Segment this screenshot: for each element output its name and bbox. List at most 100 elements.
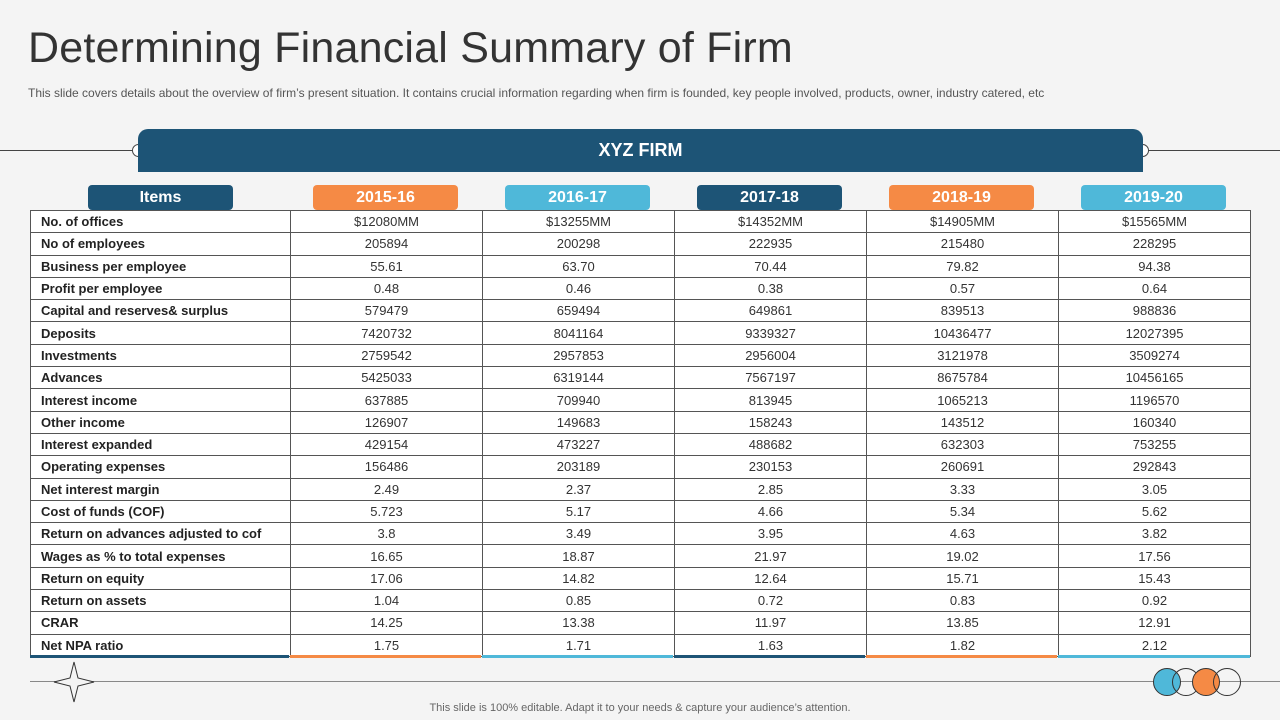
table-cell: 14.25 [290,611,483,635]
table-cell: 3.33 [866,477,1059,501]
table-cell: 63.70 [482,254,675,278]
table-row: No of employees 205894 200298 222935 215480 2… [30,232,1251,256]
header-items: Items [88,185,233,210]
table-cell: 5.34 [866,499,1059,524]
table-cell: 1.71 [482,633,675,657]
table-cell: 2.37 [482,477,675,501]
table-cell: 8675784 [866,366,1059,390]
header-year-5: 2019-20 [1081,185,1226,210]
header-year-1: 2015-16 [313,185,458,210]
row-label: No. of offices [30,209,291,234]
table-cell: 12.91 [1058,611,1251,635]
table-cell: 158243 [674,410,867,434]
table-cell: 0.72 [674,589,867,613]
row-label: Net NPA ratio [30,633,291,657]
table-cell: 429154 [290,432,483,457]
table-row: Cost of funds (COF) 5.723 5.17 4.66 5.34 5.62 [30,499,1251,524]
row-label: Capital and reserves& surplus [30,299,291,323]
row-label: CRAR [30,611,291,635]
table-cell: 126907 [290,410,483,434]
table-cell: 205894 [290,232,483,256]
table-row: Wages as % to total expenses 16.65 18.87 21… [30,544,1251,568]
table-cell: 11.97 [674,611,867,635]
table-row: Investments 2759542 2957853 2956004 3121978 3… [30,343,1251,368]
table-cell: 709940 [482,388,675,412]
table-cell: 21.97 [674,544,867,568]
table-cell: 0.57 [866,276,1059,301]
table-cell: 0.92 [1058,589,1251,613]
table-row: Operating expenses 156486 203189 230153 2606… [30,455,1251,479]
financial-table: No. of offices $12080MM $13255MM $14352MM $1… [30,209,1251,657]
bottom-divider [30,681,1280,682]
table-cell: 292843 [1058,455,1251,479]
column-underline-year-5 [1058,655,1250,658]
table-cell: $14905MM [866,209,1059,234]
table-cell: 3.8 [290,522,483,546]
table-cell: 1065213 [866,388,1059,412]
column-underline-year-3 [674,655,865,658]
table-cell: 3.95 [674,522,867,546]
table-row: Deposits 7420732 8041164 9339327 10436477 120… [30,321,1251,345]
table-row: CRAR 14.25 13.38 11.97 13.85 12.91 [30,611,1251,635]
table-row: Advances 5425033 6319144 7567197 8675784 1045… [30,366,1251,390]
table-cell: 200298 [482,232,675,256]
table-cell: 0.38 [674,276,867,301]
table-cell: 0.48 [290,276,483,301]
table-cell: 19.02 [866,544,1059,568]
circle-outline-icon-2 [1213,668,1241,696]
table-cell: 156486 [290,455,483,479]
header-year-2: 2016-17 [505,185,650,210]
table-cell: 5.17 [482,499,675,524]
table-cell: 13.85 [866,611,1059,635]
table-cell: 753255 [1058,432,1251,457]
row-label: Cost of funds (COF) [30,499,291,524]
row-label: Net interest margin [30,477,291,501]
table-cell: 3.82 [1058,522,1251,546]
table-cell: 17.06 [290,566,483,591]
table-cell: 1.75 [290,633,483,657]
table-cell: 659494 [482,299,675,323]
row-label: Operating expenses [30,455,291,479]
table-cell: 488682 [674,432,867,457]
table-cell: 4.66 [674,499,867,524]
table-row: Business per employee 55.61 63.70 70.44 79.8… [30,254,1251,278]
table-cell: 143512 [866,410,1059,434]
table-cell: 0.85 [482,589,675,613]
banner-left-line [0,150,138,151]
table-row: Other income 126907 149683 158243 143512 1603… [30,410,1251,434]
table-cell: 3.05 [1058,477,1251,501]
row-label: Business per employee [30,254,291,278]
table-cell: 18.87 [482,544,675,568]
table-cell: 12.64 [674,566,867,591]
table-cell: 4.63 [866,522,1059,546]
table-cell: 2.85 [674,477,867,501]
table-cell: 1196570 [1058,388,1251,412]
table-cell: 9339327 [674,321,867,345]
table-cell: $15565MM [1058,209,1251,234]
table-cell: 17.56 [1058,544,1251,568]
table-cell: 15.43 [1058,566,1251,591]
table-cell: 637885 [290,388,483,412]
table-cell: 70.44 [674,254,867,278]
table-cell: 1.82 [866,633,1059,657]
banner-right-line [1143,150,1280,151]
header-year-4: 2018-19 [889,185,1034,210]
table-cell: 3.49 [482,522,675,546]
table-cell: 579479 [290,299,483,323]
row-label: No of employees [30,232,291,256]
table-row: No. of offices $12080MM $13255MM $14352MM $1… [30,209,1251,234]
column-underline-year-4 [866,655,1057,658]
table-cell: 16.65 [290,544,483,568]
table-cell: 2759542 [290,343,483,368]
table-cell: 649861 [674,299,867,323]
table-cell: $13255MM [482,209,675,234]
row-label: Return on assets [30,589,291,613]
table-row: Interest expanded 429154 473227 488682 63230… [30,432,1251,457]
four-point-star-icon [53,661,95,703]
table-cell: $14352MM [674,209,867,234]
row-label: Return on equity [30,566,291,591]
row-label: Advances [30,366,291,390]
row-label: Profit per employee [30,276,291,301]
table-cell: 13.38 [482,611,675,635]
table-row: Return on assets 1.04 0.85 0.72 0.83 0.92 [30,589,1251,613]
